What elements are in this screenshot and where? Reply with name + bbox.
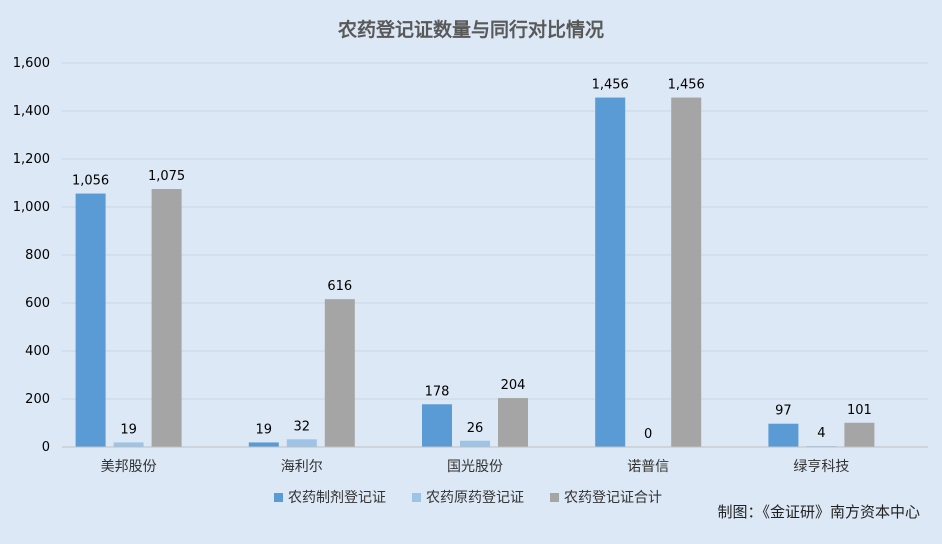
data-label: 32: [294, 419, 311, 434]
x-tick-label: 国光股份: [447, 459, 503, 475]
bar: [671, 97, 702, 447]
data-label: 616: [327, 279, 352, 294]
y-tick-label: 0: [42, 440, 50, 455]
y-axis: 0 200 400 600 800 1,000 1,200 1,400 1,600: [13, 56, 50, 455]
legend-swatch: [550, 493, 559, 502]
y-tick-label: 1,600: [13, 56, 50, 71]
y-tick-label: 1,200: [13, 152, 50, 167]
data-label: 4: [817, 426, 825, 441]
y-tick-label: 1,400: [13, 104, 50, 119]
bar: [422, 404, 452, 447]
data-label: 1,456: [592, 78, 629, 93]
x-tick-label: 美邦股份: [101, 459, 157, 475]
legend-entry: 农药原药登记证: [426, 490, 524, 506]
legend-entry: 农药制剂登记证: [288, 490, 386, 506]
legend: 农药制剂登记证 农药原药登记证 农药登记证合计: [274, 490, 662, 506]
bar: [768, 423, 799, 447]
data-label: 19: [256, 422, 273, 437]
data-label: 19: [120, 422, 137, 437]
bar: [498, 398, 528, 447]
x-tick-label: 海利尔: [281, 459, 323, 475]
bar: [286, 439, 317, 447]
x-tick-label: 绿亨科技: [793, 458, 849, 475]
data-label: 178: [425, 384, 450, 399]
data-label: 204: [501, 378, 526, 393]
bar: [844, 422, 875, 447]
legend-swatch: [274, 493, 283, 502]
chart-title: 农药登记证数量与同行对比情况: [337, 18, 604, 41]
x-tick-label: 诺普信: [627, 459, 669, 475]
bar: [324, 299, 355, 447]
bar: [113, 442, 144, 447]
legend-swatch: [412, 493, 421, 502]
bar: [248, 442, 279, 447]
legend-entry: 农药登记证合计: [564, 490, 662, 506]
credit-text: 制图：《金证研》南方资本中心: [717, 503, 920, 521]
bar: [460, 440, 490, 447]
gridlines: [62, 62, 928, 400]
bars: 1,056 19 1,075 19 32 616 178 26 204 1,456 0 1,456 97…: [72, 78, 875, 447]
y-tick-label: 1,000: [13, 200, 50, 215]
data-label: 1,075: [148, 169, 185, 184]
y-tick-label: 200: [25, 392, 50, 407]
x-axis: 美邦股份 海利尔 国光股份 诺普信 绿亨科技: [62, 446, 928, 475]
y-tick-label: 400: [25, 344, 50, 359]
bar: [75, 193, 106, 447]
y-tick-label: 800: [25, 248, 50, 263]
bar: [151, 189, 182, 447]
data-label: 1,056: [72, 174, 109, 189]
y-tick-label: 600: [25, 296, 50, 311]
data-label: 97: [775, 404, 792, 419]
data-label: 0: [644, 427, 652, 442]
data-label: 26: [467, 421, 484, 436]
data-label: 1,456: [668, 78, 705, 93]
bar: [595, 97, 626, 447]
data-label: 101: [847, 403, 872, 418]
